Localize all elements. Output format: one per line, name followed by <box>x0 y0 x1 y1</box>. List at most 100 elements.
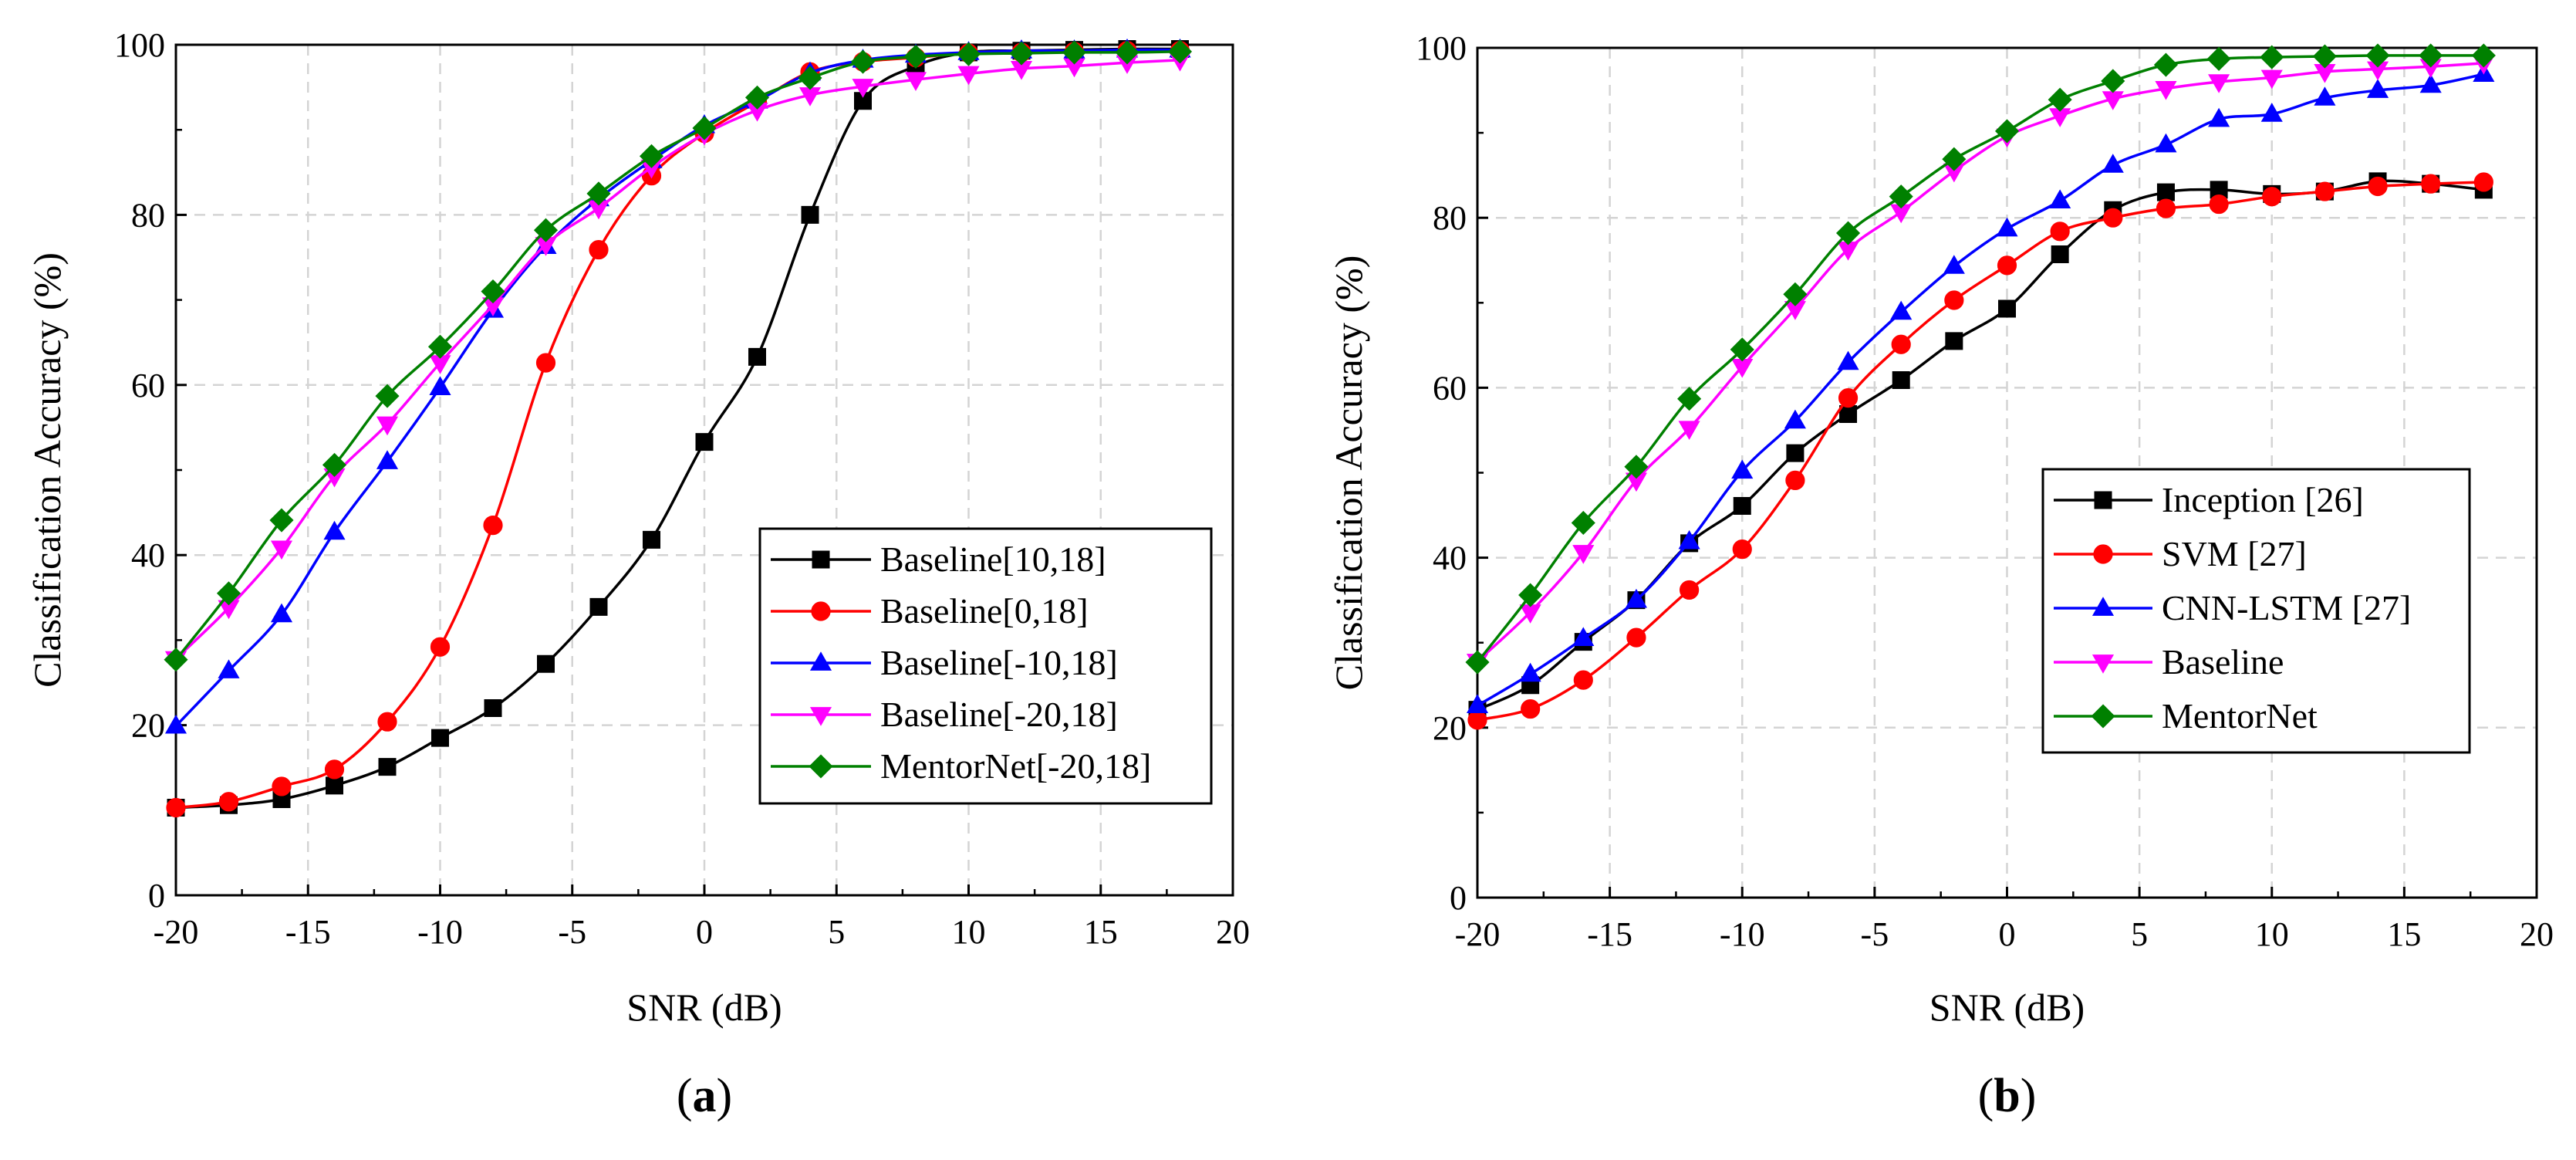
legend-item: CNN-LSTM [27] <box>2054 588 2411 627</box>
data-point <box>643 530 660 549</box>
legend-label: MentorNet <box>2162 696 2318 736</box>
data-point <box>1678 421 1700 441</box>
x-tick-label: 0 <box>696 913 713 951</box>
y-tick-label: 100 <box>1416 29 1467 67</box>
data-point <box>1518 583 1543 607</box>
data-point <box>270 540 293 560</box>
data-point <box>537 654 555 673</box>
data-point <box>431 729 449 747</box>
y-tick-label: 60 <box>131 367 165 404</box>
data-point <box>904 72 927 91</box>
data-point <box>1571 510 1595 536</box>
y-tick-label: 40 <box>1433 539 1467 577</box>
data-point <box>2155 80 2177 100</box>
legend: Inception [26] SVM [27] CNN-LSTM [27] Basel… <box>2041 468 2471 754</box>
data-point <box>957 66 980 86</box>
x-tick-label: 15 <box>2387 915 2421 953</box>
x-tick-label: 20 <box>2520 915 2554 953</box>
x-tick-label: 15 <box>1084 913 1118 951</box>
panel-label: (a) <box>677 1070 732 1122</box>
series-svm-27 <box>1467 172 2493 730</box>
data-point <box>270 603 293 623</box>
data-point <box>1115 40 1139 65</box>
data-point <box>1572 545 1595 564</box>
y-tick-label: 80 <box>131 196 165 234</box>
legend-marker <box>2092 654 2115 674</box>
data-point <box>2471 43 2496 68</box>
x-tick-label: 0 <box>1999 915 2016 953</box>
data-point <box>218 659 240 678</box>
x-tick-label: -15 <box>285 913 331 951</box>
data-point <box>2419 73 2442 93</box>
data-point <box>218 792 239 812</box>
data-point <box>376 416 399 436</box>
series-cnn-lstm-27 <box>1466 63 2495 714</box>
data-point <box>1573 670 1593 690</box>
legend-marker <box>812 550 830 569</box>
legend-box <box>2041 468 2471 754</box>
data-point <box>164 714 187 734</box>
y-tick-label: 40 <box>131 536 165 574</box>
data-point <box>1945 332 1963 350</box>
data-point <box>1732 539 1752 560</box>
legend-label: Inception [26] <box>2162 480 2364 519</box>
data-point <box>2419 43 2443 68</box>
data-point <box>2314 181 2335 201</box>
data-point <box>427 334 453 359</box>
data-point <box>2156 183 2175 201</box>
legend-marker <box>2092 597 2115 616</box>
data-point <box>2312 44 2337 69</box>
data-point <box>1889 184 1913 209</box>
data-point <box>2262 187 2282 207</box>
data-point <box>692 116 717 140</box>
data-point <box>2209 194 2229 215</box>
data-point <box>801 205 819 224</box>
data-point <box>589 597 608 616</box>
legend: Baseline[10,18] Baseline[0,18] Baseline[-1… <box>758 527 1213 805</box>
data-point <box>484 699 502 718</box>
x-tick-label: 5 <box>2131 915 2148 953</box>
data-point <box>378 758 397 776</box>
legend-item: MentorNet <box>2054 696 2318 736</box>
data-point <box>2208 74 2230 93</box>
data-point <box>1625 588 1648 608</box>
data-point <box>2368 176 2388 197</box>
data-point <box>2260 45 2284 69</box>
data-point <box>429 376 451 395</box>
data-point <box>272 776 292 796</box>
legend-label: Baseline <box>2162 642 2284 681</box>
data-point <box>2206 46 2231 71</box>
data-point <box>1678 529 1700 550</box>
legend-label: SVM [27] <box>2162 534 2307 573</box>
gridlines <box>1477 48 2537 898</box>
legend-item: Baseline[-20,18] <box>771 695 1118 734</box>
data-point <box>1943 255 1965 274</box>
data-point <box>269 508 294 533</box>
data-point <box>2366 79 2389 98</box>
data-point <box>2103 208 2123 228</box>
data-point <box>1838 388 1859 408</box>
legend-marker <box>2091 704 2115 729</box>
x-axis-label: SNR (dB) <box>1929 986 2085 1029</box>
data-point <box>1731 459 1754 479</box>
legend-label: Baseline[10,18] <box>880 539 1106 579</box>
legend-label: MentorNet[-20,18] <box>880 746 1151 786</box>
legend-item: Inception [26] <box>2054 480 2364 519</box>
legend-label: CNN-LSTM [27] <box>2162 588 2411 627</box>
data-point <box>376 450 399 469</box>
data-point <box>1062 40 1087 65</box>
y-tick-label: 0 <box>1450 879 1467 917</box>
data-point <box>1624 455 1649 479</box>
legend-marker <box>809 754 833 779</box>
data-point <box>377 712 397 732</box>
series-mentornet <box>1465 43 2496 675</box>
data-point <box>1944 290 1964 310</box>
y-tick-label: 20 <box>131 707 165 745</box>
legend-label: Baseline[0,18] <box>880 591 1089 631</box>
y-tick-label: 0 <box>148 877 165 915</box>
legend-item: Baseline <box>2054 642 2284 681</box>
legend-marker <box>2093 544 2113 564</box>
data-point <box>535 353 556 373</box>
data-point <box>1467 710 1487 730</box>
data-point <box>430 637 451 657</box>
